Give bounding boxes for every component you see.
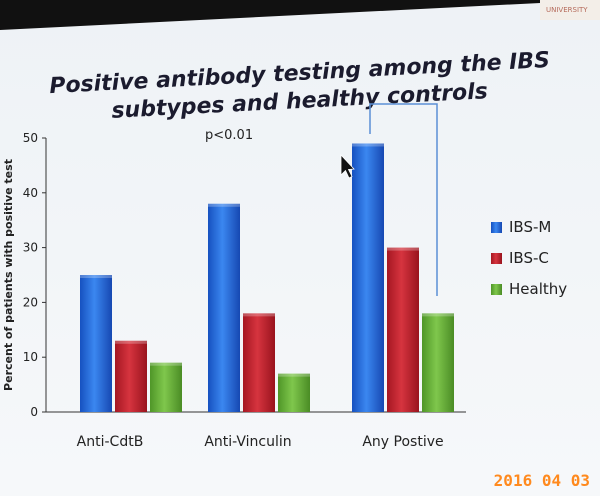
y-tick-label: 20 (23, 295, 38, 309)
y-tick-label: 30 (23, 241, 38, 255)
legend-label: IBS-M (509, 218, 551, 236)
mouse-cursor-icon (340, 153, 355, 179)
bar-series (80, 143, 454, 413)
x-category-labels: Anti-CdtB Anti-Vinculin Any Postive (77, 434, 444, 450)
y-tick-label: 10 (23, 350, 38, 364)
bar-top-highlight (80, 275, 112, 278)
y-axis-title: Percent of patients with positive test (2, 159, 15, 391)
university-logo: UNIVERSITY (540, 0, 600, 20)
bar-top-highlight (115, 340, 147, 344)
x-category-label: Anti-CdtB (77, 434, 144, 450)
bar-top-highlight (387, 247, 419, 251)
y-tick-labels: 0 10 20 30 40 50 (23, 131, 46, 419)
significance-bracket (369, 103, 438, 296)
bar-ibs-m-1 (208, 203, 240, 412)
bar-top-highlight (208, 203, 240, 207)
bar-top-highlight (422, 313, 454, 317)
bar-top-highlight (352, 143, 384, 147)
bar-top-highlight (243, 313, 275, 317)
legend-label: IBS-C (509, 249, 549, 267)
svg-text:UNIVERSITY: UNIVERSITY (546, 6, 588, 14)
bar-ibs-c-2 (387, 247, 419, 412)
bar-healthy-0 (150, 362, 182, 412)
y-tick-label: 50 (23, 131, 38, 145)
legend-swatch (491, 253, 502, 264)
legend-swatch (491, 222, 502, 233)
bar-ibs-c-1 (243, 313, 275, 412)
chart-legend: IBS-M IBS-C Healthy (491, 218, 567, 298)
y-tick-label: 40 (23, 186, 38, 200)
y-tick-label: 0 (30, 405, 38, 419)
x-category-label: Any Postive (362, 434, 443, 450)
bar-healthy-1 (278, 373, 310, 412)
bar-ibs-m-0 (80, 275, 112, 412)
legend-swatch (491, 284, 502, 295)
p-value-annotation: p<0.01 (205, 128, 253, 143)
x-category-label: Anti-Vinculin (204, 434, 291, 450)
bar-ibs-c-0 (115, 340, 147, 412)
bar-healthy-2 (422, 313, 454, 412)
bar-top-highlight (278, 373, 310, 377)
legend-label: Healthy (509, 280, 567, 298)
photo-date-stamp: 2016 04 03 (494, 471, 590, 490)
bar-top-highlight (150, 362, 182, 366)
bar-ibs-m-2 (352, 143, 384, 413)
